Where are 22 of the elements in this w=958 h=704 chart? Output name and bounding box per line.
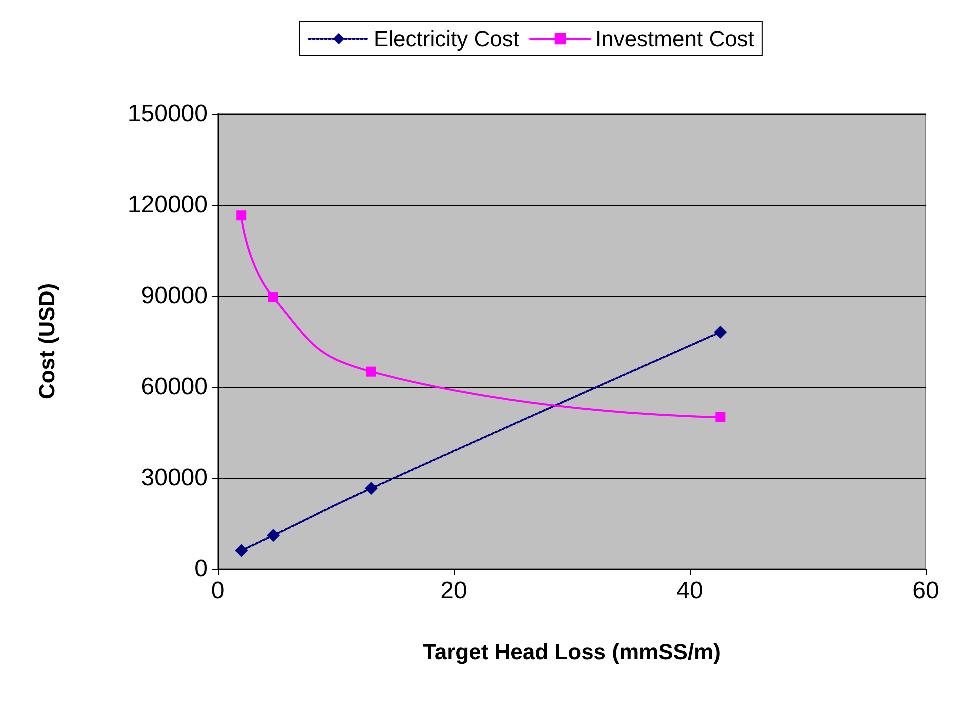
point bbox=[714, 326, 728, 339]
x-tick-label: 40 bbox=[676, 578, 704, 604]
point bbox=[235, 544, 248, 558]
point bbox=[268, 292, 278, 303]
point bbox=[366, 366, 376, 377]
point bbox=[266, 529, 280, 542]
y-axis-title: Cost (USD) bbox=[34, 283, 60, 400]
x-tick-label: 0 bbox=[211, 578, 225, 604]
legend-label: Investment Cost bbox=[595, 26, 754, 52]
y-tick-label: 0 bbox=[194, 556, 208, 582]
y-tick-label: 60000 bbox=[141, 374, 208, 400]
x-tick-label: 60 bbox=[912, 578, 940, 604]
point bbox=[364, 482, 378, 496]
x-tick-label: 20 bbox=[440, 578, 468, 604]
y-tick-label: 150000 bbox=[128, 100, 208, 128]
point bbox=[236, 210, 247, 221]
point bbox=[716, 412, 726, 422]
legend-label: Electricity Cost bbox=[374, 26, 520, 52]
y-tick-label: 120000 bbox=[128, 192, 208, 218]
x-axis-title: Target Head Loss (mmSS/m) bbox=[423, 640, 721, 664]
y-tick-label: 30000 bbox=[141, 464, 208, 492]
y-tick-label: 90000 bbox=[141, 282, 208, 310]
